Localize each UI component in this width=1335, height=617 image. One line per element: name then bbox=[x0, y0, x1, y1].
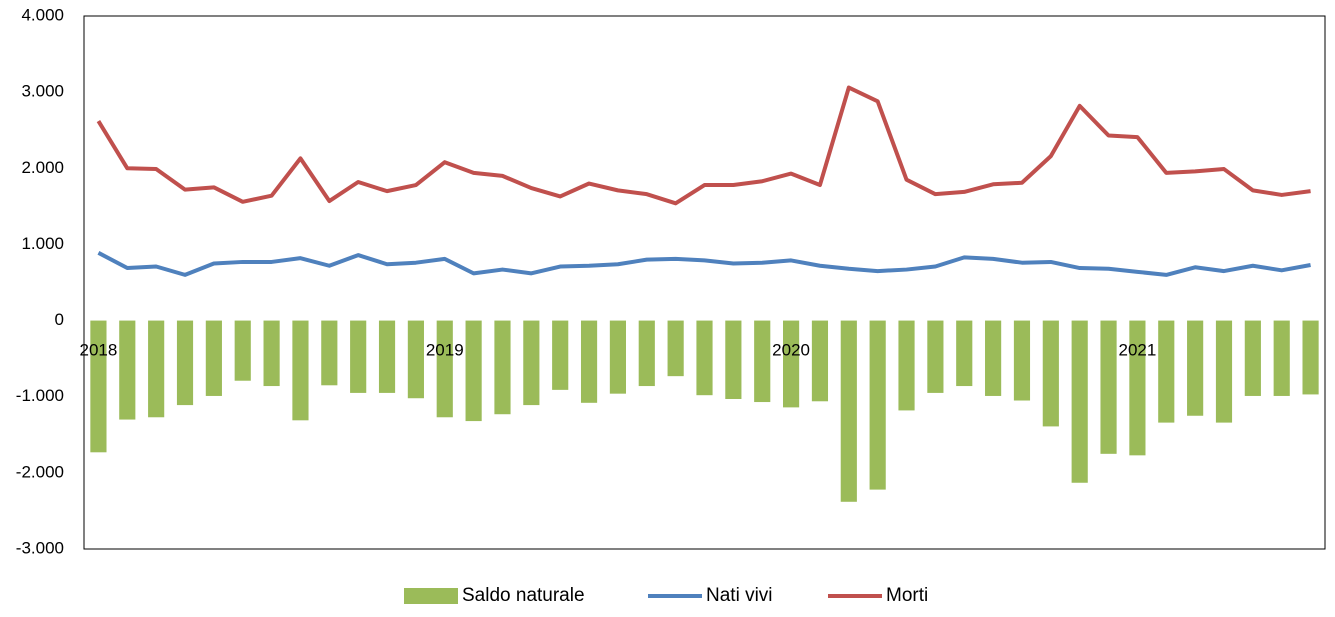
bar bbox=[176, 320, 194, 406]
legend-label: Nati vivi bbox=[706, 585, 773, 606]
bar bbox=[1302, 320, 1319, 395]
bar bbox=[754, 320, 771, 403]
y-tick-label: 0 bbox=[55, 310, 64, 329]
bar bbox=[1215, 320, 1233, 423]
bar bbox=[407, 320, 424, 399]
bar bbox=[1129, 320, 1146, 456]
bar bbox=[494, 320, 511, 415]
bar bbox=[811, 320, 829, 402]
legend-label: Morti bbox=[886, 585, 928, 606]
y-tick-label: -1.000 bbox=[16, 386, 64, 405]
bar bbox=[1013, 320, 1031, 401]
bar bbox=[292, 320, 309, 421]
bar bbox=[985, 320, 1002, 396]
bar bbox=[552, 320, 569, 390]
bar bbox=[638, 320, 655, 387]
bar bbox=[667, 320, 684, 377]
y-tick-label: 3.000 bbox=[21, 82, 64, 101]
bar bbox=[609, 320, 626, 394]
bar bbox=[436, 320, 453, 418]
bar bbox=[725, 320, 742, 399]
bar bbox=[1273, 320, 1290, 396]
bar bbox=[1187, 320, 1204, 416]
bar bbox=[234, 320, 251, 381]
bar bbox=[869, 320, 886, 490]
y-tick-label: 4.000 bbox=[21, 5, 64, 24]
plot-area bbox=[83, 15, 1326, 550]
bar bbox=[898, 320, 915, 411]
bar bbox=[783, 320, 800, 408]
bar bbox=[1244, 320, 1261, 396]
bar bbox=[696, 320, 713, 396]
x-tick-label: 2019 bbox=[426, 340, 464, 359]
legend-swatch bbox=[404, 588, 458, 604]
bar bbox=[148, 320, 165, 418]
bar bbox=[1100, 320, 1117, 454]
bar bbox=[956, 320, 973, 387]
bar bbox=[1071, 320, 1088, 483]
line-series bbox=[96, 85, 1311, 206]
bar bbox=[90, 320, 107, 453]
bar bbox=[119, 320, 136, 420]
bar bbox=[1042, 320, 1059, 427]
bar bbox=[465, 320, 482, 422]
line-series bbox=[97, 251, 1311, 277]
y-tick-label: 1.000 bbox=[21, 234, 64, 253]
bar bbox=[1158, 320, 1175, 423]
bar bbox=[840, 320, 857, 502]
x-tick-label: 2018 bbox=[80, 340, 118, 359]
bar bbox=[523, 320, 540, 406]
y-tick-label: 2.000 bbox=[21, 158, 64, 177]
bar bbox=[205, 320, 222, 396]
bar bbox=[580, 320, 598, 403]
bar bbox=[350, 320, 367, 393]
y-tick-label: -3.000 bbox=[16, 538, 64, 557]
x-tick-label: 2020 bbox=[772, 340, 810, 359]
legend-label: Saldo naturale bbox=[462, 585, 585, 606]
x-tick-label: 2021 bbox=[1118, 340, 1156, 359]
bar bbox=[378, 320, 396, 393]
bar bbox=[263, 320, 280, 387]
bar bbox=[927, 320, 944, 393]
y-tick-label: -2.000 bbox=[16, 462, 64, 481]
bar bbox=[321, 320, 338, 386]
